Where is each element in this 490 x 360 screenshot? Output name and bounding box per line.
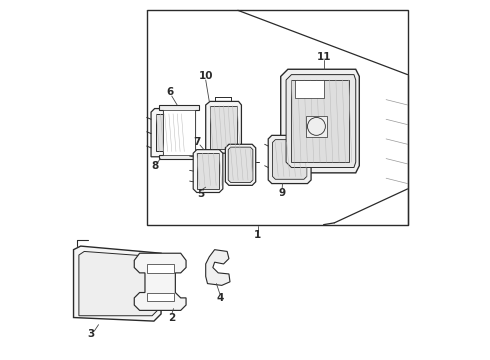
Polygon shape	[268, 135, 311, 184]
Polygon shape	[79, 251, 157, 316]
Polygon shape	[225, 144, 256, 185]
Text: 1: 1	[254, 230, 261, 240]
Text: 8: 8	[151, 161, 158, 171]
Bar	[163, 111, 195, 155]
Bar	[147, 293, 173, 301]
Bar	[147, 264, 173, 273]
Text: 6: 6	[167, 87, 173, 98]
Polygon shape	[134, 253, 186, 310]
Bar	[295, 80, 323, 98]
Bar	[306, 116, 327, 137]
Polygon shape	[228, 147, 253, 183]
Bar	[147, 10, 408, 225]
Polygon shape	[159, 105, 198, 158]
Text: 9: 9	[279, 188, 286, 198]
Polygon shape	[193, 150, 223, 193]
Polygon shape	[281, 69, 359, 173]
Polygon shape	[286, 75, 356, 167]
Polygon shape	[206, 249, 230, 285]
Bar	[292, 80, 348, 162]
Polygon shape	[206, 102, 242, 153]
Bar	[197, 153, 220, 189]
Text: 7: 7	[193, 138, 200, 148]
Polygon shape	[74, 246, 161, 321]
Text: 3: 3	[87, 329, 94, 339]
Polygon shape	[151, 109, 187, 157]
Bar	[156, 114, 181, 152]
Text: 10: 10	[198, 71, 213, 81]
Text: 11: 11	[317, 52, 331, 62]
Bar	[210, 106, 237, 149]
Text: 5: 5	[196, 189, 204, 199]
Text: 2: 2	[168, 312, 175, 323]
Polygon shape	[272, 140, 307, 179]
Text: 4: 4	[216, 293, 223, 303]
